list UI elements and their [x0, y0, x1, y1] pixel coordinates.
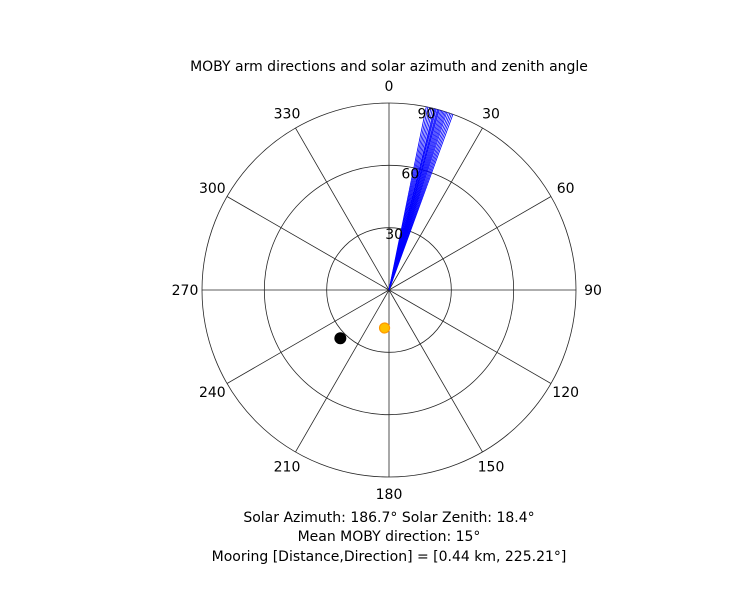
chart-title: MOBY arm directions and solar azimuth an… [190, 59, 588, 75]
radial-tick-label: 90 [417, 106, 435, 122]
angular-tick-label: 0 [385, 79, 394, 95]
grid-spoke [388, 289, 552, 384]
moby-direction-caption: Mean MOBY direction: 15° [298, 529, 481, 545]
angular-tick-label: 90 [584, 283, 602, 299]
angular-tick-label: 120 [552, 385, 579, 401]
grid-spoke [388, 289, 483, 453]
grid-spoke [295, 127, 390, 291]
solar-caption: Solar Azimuth: 186.7° Solar Zenith: 18.4… [243, 510, 534, 526]
angular-tick-label: 180 [376, 487, 403, 503]
grid-spoke [295, 289, 390, 453]
sun-marker [378, 322, 391, 334]
markers [334, 322, 391, 345]
grid-spoke [226, 289, 390, 384]
radial-tick-label: 30 [385, 227, 403, 243]
moby-arm-lines [388, 106, 454, 291]
mooring-caption: Mooring [Distance,Direction] = [0.44 km,… [212, 549, 567, 565]
mooring-marker [334, 332, 347, 345]
angular-tick-label: 270 [172, 283, 199, 299]
radial-tick-label: 60 [401, 167, 419, 183]
angular-tick-label: 210 [274, 460, 301, 476]
polar-grid [201, 102, 577, 478]
arm-line [388, 114, 454, 291]
angular-tick-label: 60 [557, 181, 575, 197]
angular-tick-label: 150 [478, 460, 505, 476]
angular-tick-label: 30 [482, 106, 500, 122]
angular-tick-labels: 0 30 60 90 120 150 180 210 240 270 300 330 [172, 79, 602, 503]
radial-tick-labels: 30 60 90 [385, 106, 435, 242]
grid-spoke [226, 196, 390, 291]
angular-tick-label: 330 [274, 106, 301, 122]
angular-tick-label: 300 [199, 181, 226, 197]
grid-spoke [388, 196, 552, 291]
angular-tick-label: 240 [199, 385, 226, 401]
grid-spoke [388, 127, 483, 291]
